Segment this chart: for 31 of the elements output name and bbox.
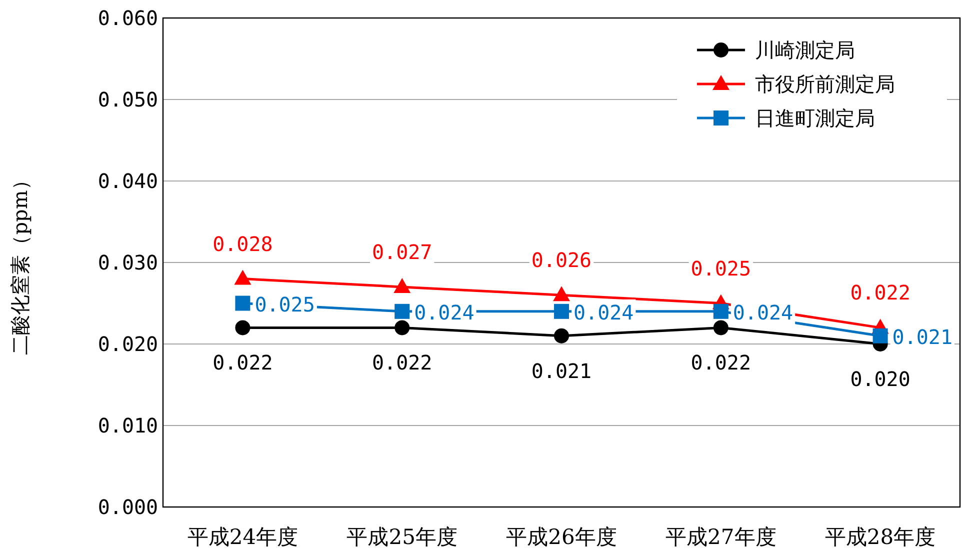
x-tick-label: 平成28年度 (824, 525, 936, 549)
data-label: 0.021 (531, 358, 592, 383)
data-label: 0.024 (732, 300, 794, 324)
y-tick-label: 0.050 (98, 88, 158, 112)
y-tick-label: 0.040 (98, 169, 158, 193)
x-tick-label: 平成27年度 (666, 525, 776, 549)
legend-label: 日進町測定局 (755, 106, 875, 130)
data-label: 0.027 (372, 240, 432, 264)
legend-label: 川崎測定局 (755, 38, 855, 62)
y-tick-label: 0.060 (98, 6, 158, 30)
data-label: 0.024 (414, 300, 474, 324)
data-label: 0.022 (212, 350, 273, 375)
legend-label: 市役所前測定局 (755, 72, 895, 96)
x-tick-label: 平成26年度 (506, 525, 617, 549)
data-label: 0.020 (850, 367, 910, 391)
y-tick-label: 0.020 (98, 332, 158, 356)
data-label: 0.025 (254, 292, 315, 316)
data-label: 0.026 (531, 248, 592, 272)
y-tick-label: 0.000 (98, 495, 158, 519)
data-label: 0.022 (372, 350, 432, 375)
x-tick-label: 平成25年度 (346, 525, 458, 549)
data-label: 0.021 (892, 324, 953, 349)
data-label: 0.024 (574, 300, 634, 324)
data-label: 0.022 (690, 350, 752, 375)
data-label: 0.028 (212, 232, 273, 256)
data-label: 0.025 (690, 256, 752, 280)
x-tick-label: 平成24年度 (187, 525, 298, 549)
y-tick-label: 0.030 (98, 250, 158, 274)
data-label: 0.022 (850, 280, 910, 305)
y-tick-label: 0.010 (98, 414, 158, 438)
y-axis-title: 二酸化窒素（ppm） (8, 170, 32, 355)
